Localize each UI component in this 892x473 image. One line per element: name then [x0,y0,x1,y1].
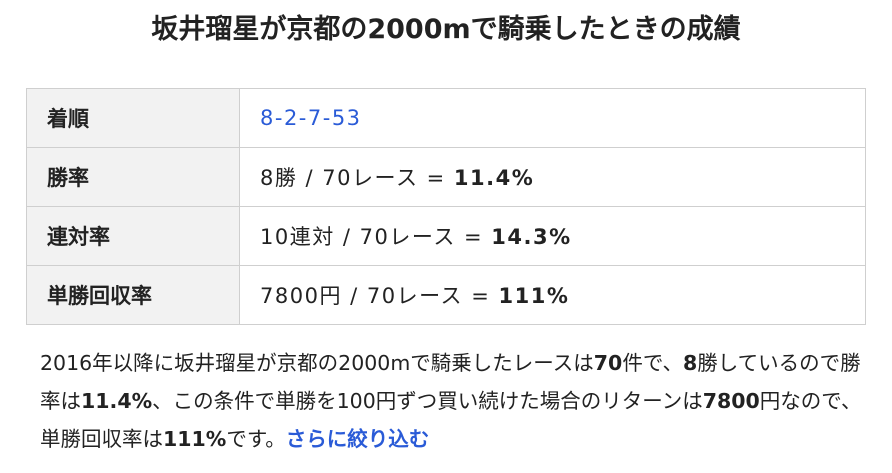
number: 70 [593,351,623,375]
row-value: 7800円 / 70レース = 111% [239,265,866,325]
row-label: 勝率 [26,147,240,207]
formula: 8勝 / 70レース = [260,166,454,190]
number: 11.4% [81,389,153,413]
results-table: 着順 8-2-7-53 勝率 8勝 / 70レース = 11.4% 連対率 10… [26,88,866,325]
result: 11.4% [453,166,535,190]
text: 円なので、単勝回収率は [40,389,862,451]
row-label: 連対率 [26,206,240,266]
result: 111% [498,284,570,308]
text: 、この条件で単勝を100円ずつ買い続けた場合のリターンは [152,389,703,413]
row-label: 単勝回収率 [26,265,240,325]
row-value: 8勝 / 70レース = 11.4% [239,147,866,207]
row-value: 10連対 / 70レース = 14.3% [239,206,866,266]
formula: 10連対 / 70レース = [260,225,492,249]
row: 勝率 8勝 / 70レース = 11.4% [26,147,866,207]
text: 勝しているので勝率は [40,351,861,413]
number: 7800 [702,389,760,413]
text: です。 [226,427,286,451]
number: 111% [163,427,227,451]
row: 連対率 10連対 / 70レース = 14.3% [26,206,866,266]
row-value: 8-2-7-53 [239,88,866,148]
result: 14.3% [491,225,572,249]
row: 単勝回収率 7800円 / 70レース = 111% [26,265,866,325]
text: 件で、 [622,351,684,375]
text: 2016年以降に坂井瑠星が京都の2000mで騎乗したレースは [40,351,594,375]
number: 8 [683,351,698,375]
refine-link[interactable]: さらに絞り込む [285,427,430,451]
row: 着順 8-2-7-53 [26,88,866,148]
formula: 7800円 / 70レース = [260,284,499,308]
title: 坂井瑠星が京都の2000mで騎乗したときの成績 [151,14,741,45]
order-link[interactable]: 8-2-7-53 [260,106,362,130]
summary: 2016年以降に坂井瑠星が京都の2000mで騎乗したレースは70件で、8勝してい… [40,344,866,458]
row-label: 着順 [26,88,240,148]
